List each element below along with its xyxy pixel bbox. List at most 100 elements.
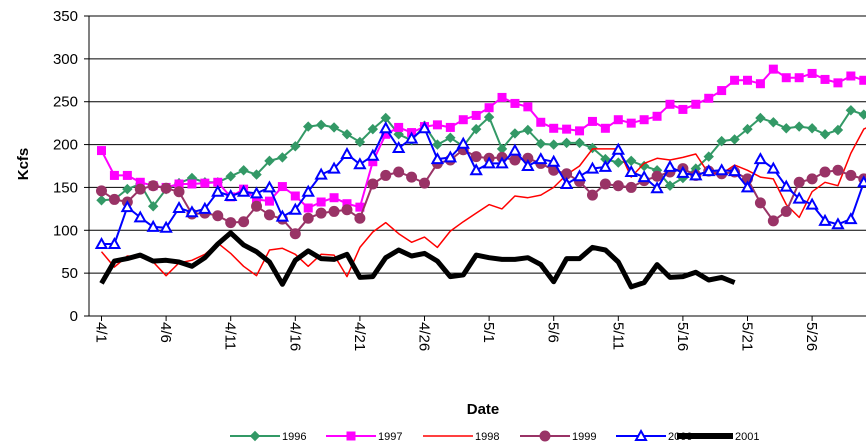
data-point-marker xyxy=(651,170,663,182)
data-point-marker xyxy=(521,158,535,171)
data-point-marker xyxy=(781,73,791,83)
data-point-marker xyxy=(523,102,533,112)
data-point-marker xyxy=(249,186,264,199)
x-axis-title: Date xyxy=(467,401,500,418)
data-point-marker xyxy=(391,140,406,153)
data-point-marker xyxy=(650,181,664,194)
data-point-marker xyxy=(509,154,521,166)
data-point-marker xyxy=(753,152,768,165)
data-point-marker xyxy=(665,99,675,109)
data-point-marker xyxy=(497,92,507,102)
data-point-marker xyxy=(367,178,379,190)
x-tick-label: 5/21 xyxy=(739,322,756,351)
data-point-marker xyxy=(290,141,301,152)
x-tick-label: 4/11 xyxy=(222,322,239,350)
data-point-marker xyxy=(634,428,648,441)
data-point-marker xyxy=(417,121,432,134)
data-point-marker xyxy=(793,121,805,132)
data-point-marker xyxy=(611,142,625,155)
data-point-marker xyxy=(249,430,261,442)
data-point-marker xyxy=(236,184,251,197)
legend-label-1997: 1997 xyxy=(378,431,402,443)
data-point-marker xyxy=(727,164,742,177)
data-point-marker xyxy=(238,216,250,228)
data-point-marker xyxy=(302,212,314,224)
data-point-marker xyxy=(290,191,300,201)
x-tick-label: 5/6 xyxy=(545,322,562,343)
y-tick-label: 0 xyxy=(70,308,78,325)
data-point-marker xyxy=(277,182,287,192)
data-point-marker xyxy=(122,170,132,180)
data-point-marker xyxy=(703,151,714,162)
data-point-marker xyxy=(211,184,225,197)
data-point-marker xyxy=(716,135,727,147)
data-point-marker xyxy=(819,129,831,140)
data-point-marker xyxy=(717,86,727,96)
x-tick-label: 4/26 xyxy=(416,322,433,351)
data-point-marker xyxy=(134,183,146,195)
data-point-marker xyxy=(859,75,866,85)
data-point-marker xyxy=(329,193,339,203)
data-point-marker xyxy=(820,74,830,84)
data-point-marker xyxy=(691,99,701,109)
x-tick-label: 5/26 xyxy=(803,322,820,351)
y-axis-title: Kcfs xyxy=(15,148,32,181)
data-point-marker xyxy=(625,181,637,193)
x-axis-ticks: 4/1 4/6 4/11 4/16 4/21 4/26 5/1 5/6 5/11 5/16 5/21… xyxy=(93,316,820,351)
data-point-marker xyxy=(858,109,866,120)
legend-label-1996: 1996 xyxy=(282,431,306,443)
data-point-marker xyxy=(328,122,340,133)
data-point-marker xyxy=(857,175,866,188)
data-point-marker xyxy=(806,173,818,185)
data-point-marker xyxy=(702,164,716,177)
data-point-marker xyxy=(780,205,792,217)
data-point-marker xyxy=(807,68,817,78)
data-point-marker xyxy=(831,217,845,230)
data-point-marker xyxy=(781,123,792,134)
data-point-marker xyxy=(315,119,327,131)
data-point-marker xyxy=(185,205,199,218)
data-point-marker xyxy=(845,169,857,181)
data-point-marker xyxy=(327,161,341,174)
legend: 199619971998199920002001 xyxy=(230,428,759,443)
data-point-marker xyxy=(598,159,613,172)
data-point-marker xyxy=(754,197,766,209)
data-point-marker xyxy=(366,148,380,161)
data-point-marker xyxy=(613,115,623,125)
data-point-marker xyxy=(159,220,173,233)
data-point-marker xyxy=(730,75,740,85)
data-point-marker xyxy=(109,170,119,180)
data-point-marker xyxy=(160,182,172,194)
data-point-marker xyxy=(586,189,598,201)
data-point-marker xyxy=(599,178,611,190)
data-point-marker xyxy=(328,205,340,217)
data-point-marker xyxy=(508,143,522,156)
data-point-marker xyxy=(612,180,624,192)
data-point-marker xyxy=(94,236,109,249)
data-point-marker xyxy=(133,210,147,223)
data-point-marker xyxy=(458,115,468,125)
series-2000 xyxy=(94,121,866,249)
data-point-marker xyxy=(198,201,212,214)
data-point-marker xyxy=(445,122,455,132)
data-point-marker xyxy=(471,110,481,120)
x-tick-label: 5/16 xyxy=(674,322,691,351)
data-point-marker xyxy=(806,123,818,134)
data-point-marker xyxy=(844,212,858,225)
data-point-marker xyxy=(624,164,638,177)
data-point-marker xyxy=(561,137,572,149)
data-point-marker xyxy=(96,195,107,206)
data-point-marker xyxy=(574,137,585,149)
data-point-marker xyxy=(394,122,404,132)
x-tick-label: 4/21 xyxy=(351,322,368,351)
data-point-marker xyxy=(549,123,559,133)
legend-label-1999: 1999 xyxy=(572,431,596,443)
data-point-marker xyxy=(251,200,263,212)
data-point-marker xyxy=(200,178,210,188)
data-point-marker xyxy=(404,131,419,144)
data-point-marker xyxy=(354,136,366,148)
y-tick-label: 250 xyxy=(53,94,78,111)
data-point-marker xyxy=(187,179,197,189)
data-point-marker xyxy=(251,169,262,180)
data-point-marker xyxy=(832,164,844,176)
